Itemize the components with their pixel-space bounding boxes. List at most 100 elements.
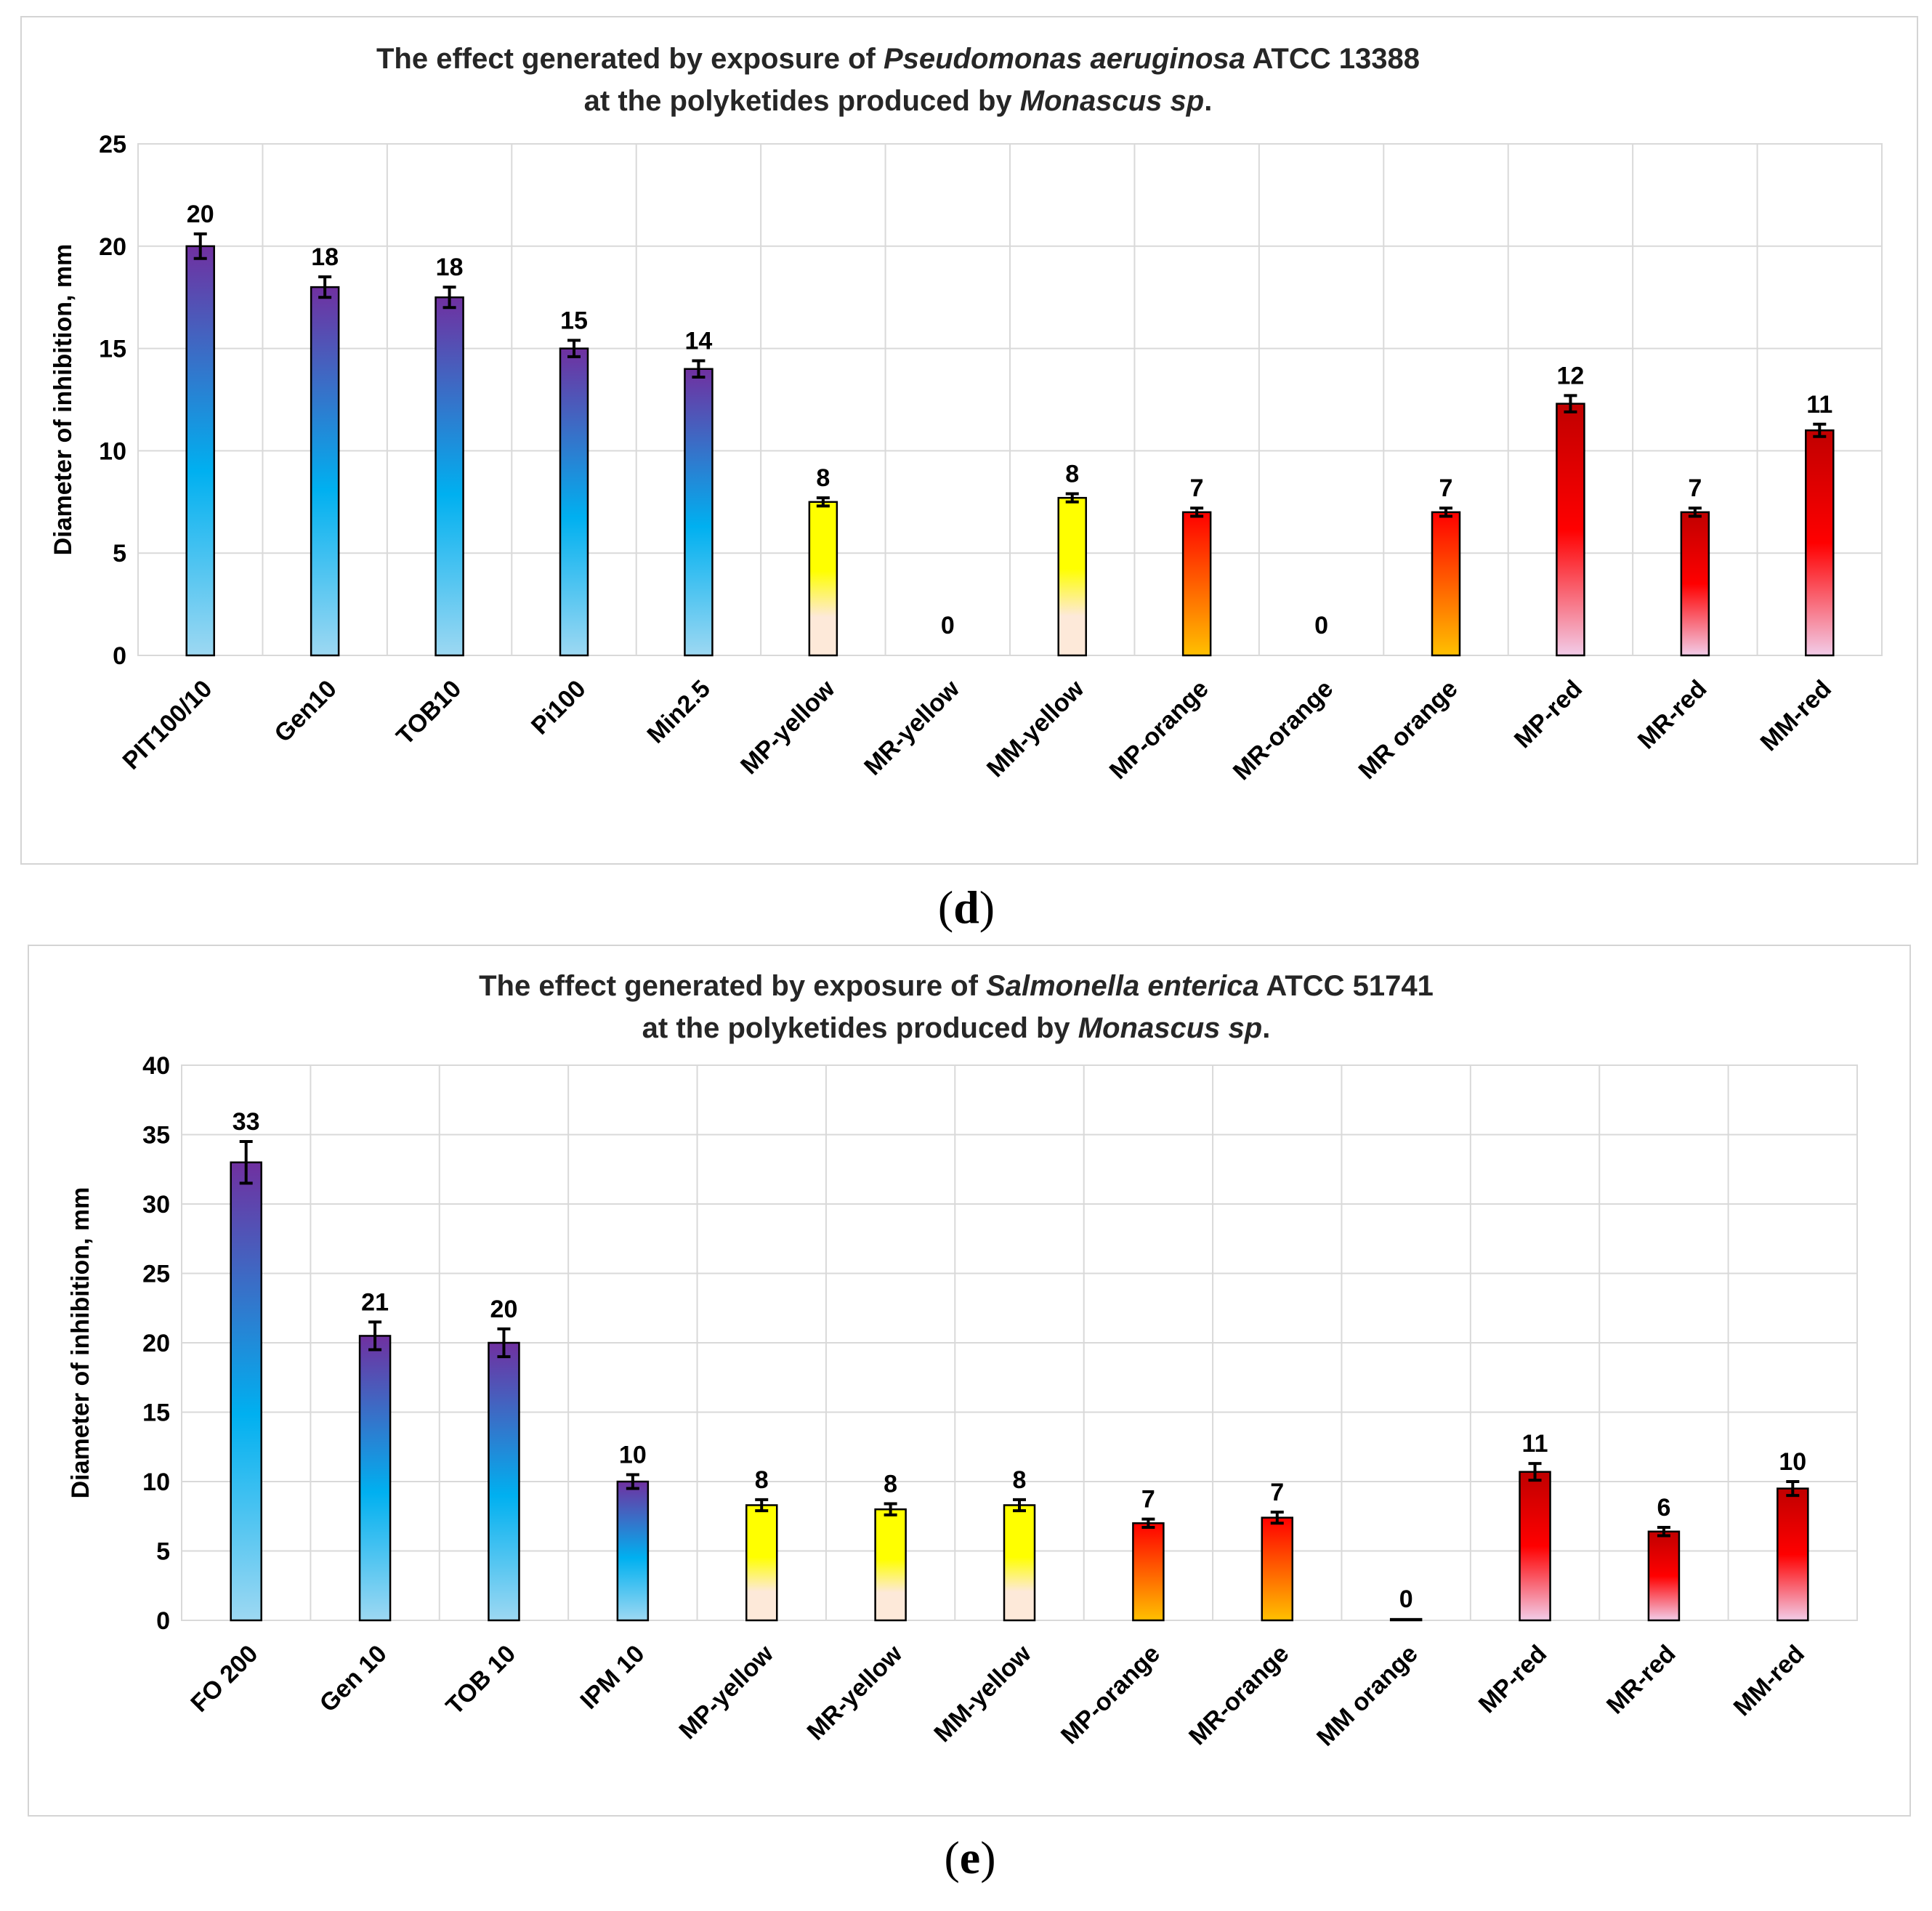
bar bbox=[1647, 1530, 1681, 1622]
x-tick-label: TOB10 bbox=[391, 675, 466, 751]
bar bbox=[684, 368, 714, 657]
x-tick-label: MR-yellow bbox=[802, 1639, 908, 1745]
bar bbox=[745, 1504, 778, 1622]
bar bbox=[310, 286, 340, 657]
x-tick-label: MM orange bbox=[1311, 1640, 1423, 1752]
chart-subtitle: at the polyketides produced by Monascus … bbox=[584, 85, 1213, 117]
y-tick-label: 25 bbox=[99, 131, 126, 158]
y-tick-label: 15 bbox=[142, 1399, 170, 1427]
y-tick-label: 40 bbox=[142, 1052, 170, 1080]
x-tick-label: MP-yellow bbox=[735, 674, 841, 780]
bar bbox=[1805, 429, 1835, 657]
x-tick-label: PIT100/10 bbox=[118, 675, 218, 775]
y-tick-label: 0 bbox=[156, 1607, 170, 1635]
x-tick-label: MR-yellow bbox=[859, 674, 965, 780]
bar bbox=[874, 1508, 907, 1622]
x-tick-label: MM-red bbox=[1755, 675, 1837, 756]
y-tick-label: 15 bbox=[99, 336, 126, 363]
x-tick-label: MR-orange bbox=[1228, 675, 1338, 785]
data-label: 7 bbox=[1141, 1486, 1155, 1514]
data-label: 7 bbox=[1270, 1479, 1284, 1506]
bar bbox=[1680, 511, 1710, 657]
x-tick-label: MP-orange bbox=[1056, 1640, 1165, 1750]
bar-chart-pseudomonas: 0 5 10 15 20 25 The effect generated by exposu… bbox=[49, 43, 1883, 785]
x-tick-label: Gen 10 bbox=[315, 1640, 392, 1718]
bar bbox=[435, 296, 464, 657]
bar-chart-salmonella: 0 5 10 15 20 25 30 35 40 The effect generated by … bbox=[67, 970, 1858, 1752]
data-label: 8 bbox=[755, 1466, 769, 1494]
x-tick-label: MP-red bbox=[1509, 675, 1588, 754]
data-label: 8 bbox=[1013, 1466, 1027, 1494]
data-label: 7 bbox=[1190, 474, 1204, 502]
chart-panel-d: 0 5 10 15 20 25 The effect generated by exposu… bbox=[20, 16, 1918, 865]
x-tick-label: MM-yellow bbox=[982, 674, 1090, 783]
bar bbox=[1132, 1522, 1165, 1622]
x-tick-label: IPM 10 bbox=[575, 1640, 650, 1715]
y-tick-label: 25 bbox=[142, 1261, 170, 1288]
x-tick-label: MM-yellow bbox=[929, 1639, 1037, 1748]
bar bbox=[616, 1480, 650, 1622]
panel-caption-e: (e) bbox=[944, 1832, 996, 1883]
data-label: 0 bbox=[1314, 612, 1328, 639]
data-label: 18 bbox=[311, 243, 339, 271]
bar bbox=[1057, 496, 1087, 657]
x-tick-label: MR orange bbox=[1354, 675, 1463, 785]
data-label: 8 bbox=[1065, 461, 1079, 488]
bar bbox=[1556, 403, 1585, 657]
bar bbox=[559, 347, 589, 657]
bar bbox=[1389, 1617, 1423, 1622]
x-tick-label: FO 200 bbox=[185, 1640, 263, 1718]
x-tick-label: Gen10 bbox=[269, 675, 341, 748]
data-label: 21 bbox=[361, 1288, 389, 1316]
bar bbox=[808, 501, 838, 657]
x-tick-label: MR-red bbox=[1601, 1640, 1681, 1720]
y-tick-label: 30 bbox=[142, 1191, 170, 1219]
y-tick-label: 35 bbox=[142, 1122, 170, 1150]
bar bbox=[488, 1341, 520, 1622]
y-tick-label: 5 bbox=[113, 540, 126, 567]
data-label: 15 bbox=[560, 307, 588, 334]
bar bbox=[358, 1335, 392, 1622]
data-label: 8 bbox=[884, 1471, 897, 1498]
bar bbox=[1261, 1516, 1294, 1622]
x-tick-label: MP-red bbox=[1474, 1640, 1552, 1718]
bar bbox=[1003, 1504, 1036, 1622]
y-axis-label: Diameter of inhibition, mm bbox=[67, 1187, 94, 1499]
y-tick-label: 5 bbox=[156, 1538, 170, 1566]
data-label: 20 bbox=[187, 201, 214, 228]
chart-title: The effect generated by exposure of Pseu… bbox=[376, 43, 1420, 75]
data-label: 14 bbox=[685, 327, 713, 355]
chart-panel-e: 0 5 10 15 20 25 30 35 40 The effect generated by … bbox=[28, 945, 1911, 1817]
bar bbox=[230, 1161, 262, 1622]
data-label: 11 bbox=[1806, 391, 1832, 419]
chart-subtitle: at the polyketides produced by Monascus … bbox=[642, 1012, 1271, 1044]
bar bbox=[1519, 1471, 1551, 1622]
x-tick-label: Pi100 bbox=[526, 675, 591, 740]
data-label: 33 bbox=[233, 1108, 260, 1136]
data-label: 0 bbox=[1399, 1585, 1413, 1613]
bar bbox=[185, 245, 215, 657]
bar bbox=[1431, 511, 1461, 657]
data-label: 10 bbox=[619, 1441, 647, 1468]
data-label: 11 bbox=[1522, 1430, 1548, 1458]
data-label: 20 bbox=[490, 1296, 518, 1323]
x-tick-label: Min2.5 bbox=[642, 675, 716, 749]
data-label: 0 bbox=[941, 612, 955, 639]
x-tick-label: MR-red bbox=[1633, 675, 1713, 755]
data-label: 8 bbox=[816, 464, 830, 492]
data-label: 6 bbox=[1657, 1494, 1670, 1522]
bar bbox=[1777, 1487, 1809, 1622]
chart-title: The effect generated by exposure of Salm… bbox=[479, 970, 1434, 1002]
y-tick-label: 0 bbox=[113, 642, 126, 670]
y-axis-label: Diameter of inhibition, mm bbox=[49, 244, 77, 556]
x-tick-label: TOB 10 bbox=[441, 1640, 522, 1721]
y-tick-label: 10 bbox=[99, 437, 126, 465]
y-tick-label: 20 bbox=[142, 1330, 170, 1357]
y-tick-label: 20 bbox=[99, 233, 126, 261]
x-tick-label: MP-yellow bbox=[674, 1639, 779, 1745]
data-label: 7 bbox=[1439, 474, 1453, 502]
x-tick-label: MR-orange bbox=[1184, 1640, 1294, 1750]
panel-caption-d: (d) bbox=[937, 881, 995, 933]
data-label: 10 bbox=[1779, 1448, 1806, 1476]
data-label: 12 bbox=[1557, 362, 1585, 389]
